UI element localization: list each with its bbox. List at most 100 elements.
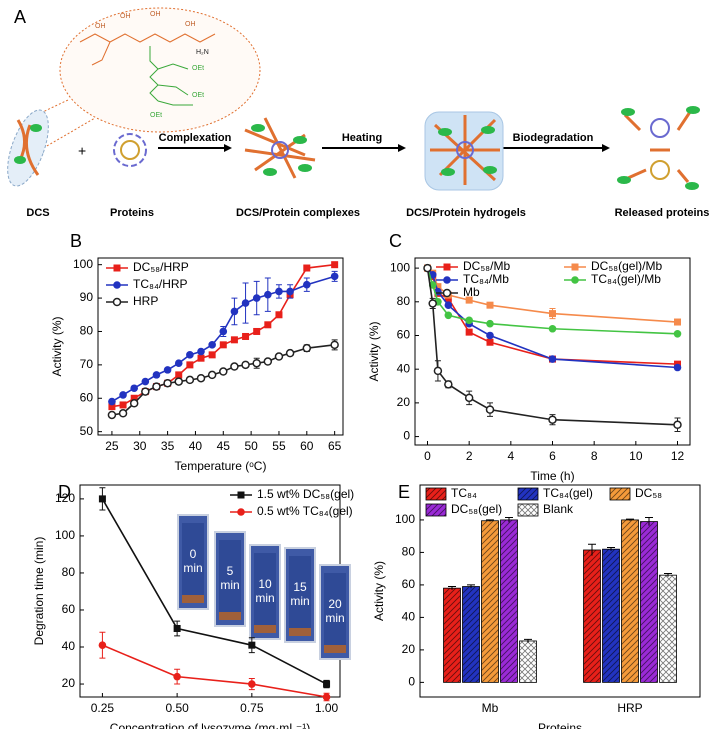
inset-label: 0	[190, 547, 197, 561]
marker	[173, 672, 181, 681]
marker	[242, 332, 250, 340]
inset-photo	[254, 553, 276, 633]
x-tick-label: 10	[629, 449, 643, 463]
marker	[423, 263, 432, 273]
marker	[486, 331, 494, 340]
error-bar	[626, 518, 634, 521]
series-line	[426, 267, 678, 426]
x-tick-label: Mb	[482, 701, 499, 715]
error-bar	[524, 638, 532, 643]
error-bar	[588, 543, 596, 556]
legend-marker	[112, 297, 122, 307]
inset-photo	[219, 540, 241, 620]
marker	[108, 403, 116, 411]
y-tick-label: 100	[390, 260, 410, 274]
marker	[173, 624, 181, 632]
marker	[248, 641, 256, 649]
marker	[141, 377, 150, 386]
error-bar	[467, 584, 475, 589]
y-tick-label: 0	[403, 429, 410, 443]
arrow-label: Biodegradation	[513, 132, 594, 144]
marker	[464, 393, 474, 403]
marker	[241, 360, 250, 370]
structure-label: OH	[150, 11, 161, 18]
marker	[248, 680, 256, 688]
y-tick-label: 80	[397, 294, 411, 308]
legend-marker	[443, 263, 451, 271]
legend-swatch	[517, 503, 539, 517]
legend-label: TC₈₄/Mb	[463, 272, 509, 286]
bar	[583, 549, 601, 683]
legend-label: DC₅₈(gel)/Mb	[591, 259, 662, 273]
legend-swatch	[425, 487, 447, 501]
marker	[230, 336, 238, 344]
marker	[465, 316, 473, 325]
complex-icon	[244, 117, 316, 179]
y-tick-label: 120	[55, 491, 75, 505]
x-axis-title: Time (h)	[530, 469, 574, 483]
structure	[149, 46, 193, 106]
marker	[285, 348, 295, 358]
marker	[252, 358, 261, 368]
marker	[444, 380, 453, 389]
marker	[175, 371, 183, 379]
legend-label: HRP	[133, 294, 158, 308]
inset-label: 20	[328, 597, 342, 611]
marker	[274, 352, 284, 361]
x-tick-label: 65	[328, 439, 342, 453]
error-bar	[505, 516, 513, 523]
marker	[302, 343, 312, 353]
marker	[208, 341, 216, 349]
legend-label: DC₅₈(gel)	[451, 502, 502, 516]
stage-label: DCS/Protein complexes	[236, 207, 360, 219]
inset-photo	[182, 523, 204, 603]
inset-photo	[289, 556, 311, 636]
inset-label: 5	[227, 564, 234, 578]
y-axis-title: Activity (%)	[367, 321, 381, 381]
inset-label: 10	[258, 577, 272, 591]
marker	[118, 409, 128, 418]
marker	[275, 287, 283, 296]
x-tick-label: 4	[507, 449, 514, 463]
panel-label: B	[70, 231, 82, 251]
marker	[252, 294, 261, 302]
arrow-label: Heating	[342, 132, 382, 144]
schematic: A OH OH OH OH H₂N OEt OEt OEt + Complexa…	[7, 7, 709, 219]
marker	[485, 405, 495, 414]
panel-label: E	[398, 482, 410, 502]
legend-marker	[237, 491, 245, 499]
protein-icon	[120, 140, 140, 160]
legend-label: 1.5 wt% DC₅₈(gel)	[257, 487, 354, 501]
y-tick-label: 60	[62, 602, 76, 616]
y-tick-label: 0	[408, 675, 415, 689]
zoom-line	[39, 117, 96, 151]
marker	[174, 377, 183, 386]
x-tick-label: 0.75	[240, 701, 264, 715]
marker	[174, 359, 183, 367]
series-line	[101, 498, 327, 685]
marker	[130, 394, 138, 402]
marker	[486, 338, 494, 346]
marker	[196, 373, 206, 383]
marker	[98, 641, 107, 649]
zoom-ellipse	[59, 7, 261, 133]
marker	[163, 378, 172, 388]
marker	[253, 327, 261, 335]
structure-label: OH	[120, 13, 131, 20]
plus: +	[78, 143, 86, 159]
released-icon	[617, 106, 700, 190]
marker	[241, 299, 250, 307]
x-tick-label: 50	[244, 439, 258, 453]
legend-marker	[571, 263, 579, 271]
y-tick-label: 100	[73, 257, 93, 271]
marker	[673, 363, 682, 372]
structure-label: OH	[95, 23, 106, 30]
legend-marker	[237, 508, 245, 516]
marker	[98, 495, 106, 503]
panel-label: C	[389, 231, 402, 251]
protein-icon	[113, 133, 147, 167]
legend-label: TC₈₄(gel)/Mb	[591, 272, 661, 286]
legend-marker	[442, 288, 452, 298]
legend-marker	[571, 276, 579, 284]
